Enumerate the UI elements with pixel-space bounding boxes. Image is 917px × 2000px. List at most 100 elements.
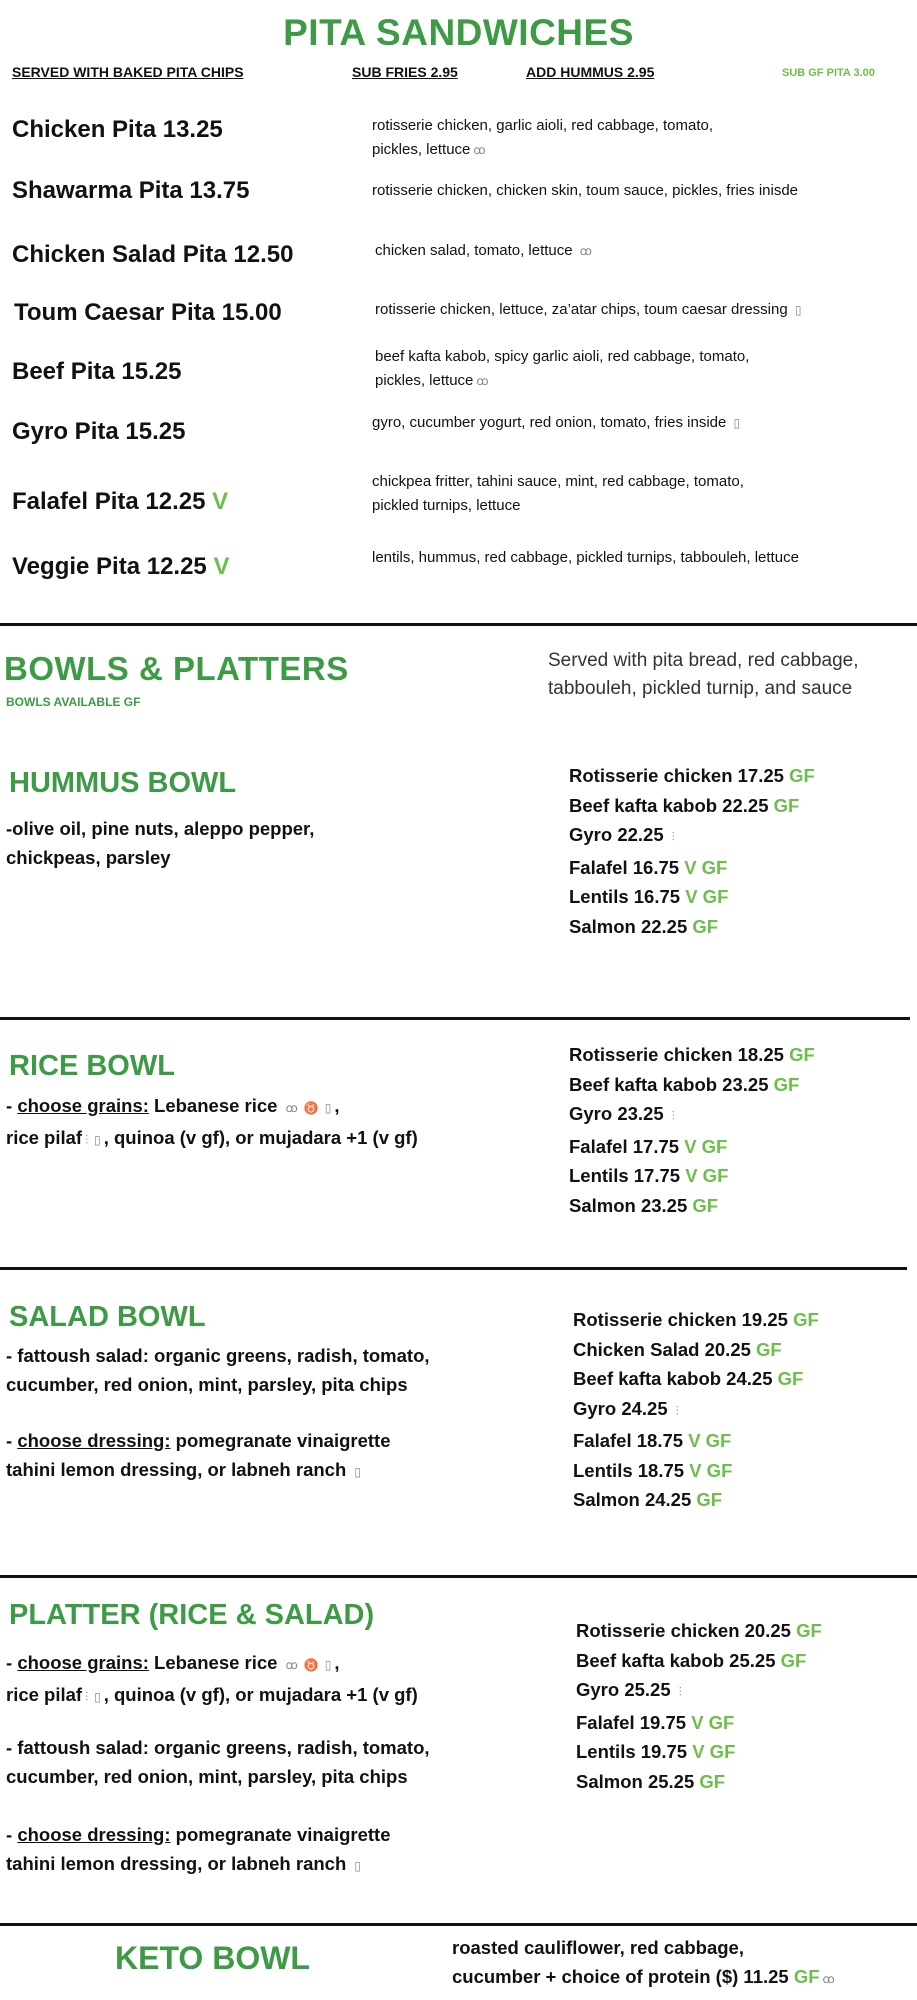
vegetarian-tag: V <box>206 553 230 580</box>
divider <box>0 1923 917 1926</box>
text: Rotisserie chicken 20.25 <box>576 1620 797 1641</box>
protein-option: Gyro 22.25 ⫶ <box>569 820 815 853</box>
diet-tag: V GF <box>685 886 729 907</box>
diet-tag: GF <box>789 1044 815 1065</box>
wheat-icon: ⫶ <box>85 1133 89 1147</box>
text-line: pickled turnips, lettuce <box>372 494 744 518</box>
protein-list: Rotisserie chicken 20.25 GF Beef kafta ka… <box>576 1616 822 1796</box>
text: tahini lemon dressing, or labneh ranch <box>6 1459 352 1480</box>
item-name-price: Beef Pita 15.25 <box>12 358 182 385</box>
pita-item-name: Toum Caesar Pita 15.00 <box>14 298 282 328</box>
section-description: -olive oil, pine nuts, aleppo pepper, chi… <box>6 814 314 872</box>
text: Gyro 24.25 <box>573 1397 673 1419</box>
text: cucumber, red onion, mint, parsley, pita… <box>6 1374 408 1395</box>
dairy-icon: ▯ <box>94 1690 101 1704</box>
protein-option: Salmon 25.25 GF <box>576 1767 822 1797</box>
protein-option: Beef kafta kabob 23.25 GF <box>569 1070 815 1100</box>
nut-icon: ꝏ <box>822 1972 835 1986</box>
text: Gyro 25.25 <box>576 1679 676 1700</box>
served-line: Served with pita bread, red cabbage, <box>548 650 859 671</box>
text: cucumber + choice of protein ($) 11.25 <box>452 1966 794 1987</box>
divider <box>0 1017 910 1020</box>
beef-icon: ♉ <box>303 1101 319 1115</box>
wheat-icon: ⫶ <box>675 1403 679 1418</box>
diet-tag: V GF <box>684 1135 728 1157</box>
text-line: - choose grains: Lebanese rice ꝏ ♉ ▯, <box>6 1091 418 1123</box>
protein-option: Chicken Salad 20.25 GF <box>573 1335 819 1365</box>
text: Salmon 24.25 <box>573 1489 697 1510</box>
add-hummus-note: ADD HUMMUS 2.95 <box>526 64 655 80</box>
text-line: cucumber, red onion, mint, parsley, pita… <box>6 1370 430 1399</box>
text: beef kafta kabob, spicy garlic aioli, re… <box>375 348 750 365</box>
pita-chips-note: SERVED WITH BAKED PITA CHIPS <box>12 64 244 80</box>
wheat-icon: ⫶ <box>85 1690 89 1704</box>
keto-description: roasted cauliflower, red cabbage, cucumbe… <box>452 1933 838 1994</box>
text-line: chicken salad, tomato, lettuce ꝏ <box>375 239 595 263</box>
text: tahini lemon dressing, or labneh ranch <box>6 1853 352 1874</box>
protein-option: Rotisserie chicken 17.25 GF <box>569 761 815 791</box>
diet-tag: GF <box>696 1489 723 1510</box>
section-description: - choose grains: Lebanese rice ꝏ ♉ ▯, rice… <box>6 1091 418 1155</box>
pita-item-name: Shawarma Pita 13.75 <box>12 176 249 206</box>
text-line: lentils, hummus, red cabbage, pickled tu… <box>372 546 799 570</box>
text-line: - choose dressing: pomegranate vinaigret… <box>6 1820 391 1849</box>
nut-icon: ꝏ <box>285 1658 298 1672</box>
text-line: rotisserie chicken, garlic aioli, red ca… <box>372 114 713 138</box>
text-line: chickpea fritter, tahini sauce, mint, re… <box>372 470 744 494</box>
section-title: RICE BOWL <box>9 1050 175 1082</box>
diet-tag: GF <box>692 915 719 937</box>
diet-tag: GF <box>756 1338 782 1360</box>
text: lentils, hummus, red cabbage, pickled tu… <box>372 549 799 566</box>
vegetarian-tag: V <box>205 488 229 515</box>
item-name-price: Chicken Pita 13.25 <box>12 116 223 143</box>
text: pickles, lettuce <box>372 141 471 158</box>
served-with-note: Served with pita bread, red cabbage, tab… <box>548 647 859 703</box>
text: Rotisserie chicken 17.25 <box>569 765 790 786</box>
sub-fries-note: SUB FRIES 2.95 <box>352 64 458 80</box>
text: organic greens, radish, tomato, <box>148 1737 430 1758</box>
wheat-icon: ⫶ <box>671 830 675 844</box>
protein-option: Lentils 19.75 V GF <box>576 1737 822 1767</box>
text-line: tahini lemon dressing, or labneh ranch ▯ <box>6 1455 391 1487</box>
wheat-icon: ⫶ <box>678 1685 682 1699</box>
text-line: -olive oil, pine nuts, aleppo pepper, <box>6 814 314 843</box>
text-line: cucumber, red onion, mint, parsley, pita… <box>6 1762 430 1791</box>
protein-option: Beef kafta kabob 25.25 GF <box>576 1646 822 1676</box>
text: roasted cauliflower, red cabbage, <box>452 1937 744 1958</box>
pita-item-description: chickpea fritter, tahini sauce, mint, re… <box>372 470 744 518</box>
section-description: - choose dressing: pomegranate vinaigret… <box>6 1426 391 1487</box>
text-line: gyro, cucumber yogurt, red onion, tomato… <box>372 411 743 435</box>
nut-icon: ꝏ <box>579 244 593 258</box>
text-line: tahini lemon dressing, or labneh ranch ▯ <box>6 1849 391 1881</box>
text: Gyro 22.25 <box>569 824 669 845</box>
text: - fattoush salad: <box>6 1737 149 1758</box>
text: chickpea fritter, tahini sauce, mint, re… <box>372 473 744 490</box>
bowls-available-gf: BOWLS AVAILABLE GF <box>6 695 141 709</box>
underlined-label: choose dressing: <box>17 1824 171 1845</box>
text: rotisserie chicken, garlic aioli, red ca… <box>372 117 714 134</box>
protein-list: Rotisserie chicken 19.25 GF Chicken Salad… <box>573 1305 819 1515</box>
protein-list: Rotisserie chicken 17.25 GF Beef kafta ka… <box>569 761 815 941</box>
protein-list: Rotisserie chicken 18.25 GF Beef kafta ka… <box>569 1040 815 1220</box>
pita-item-name: Veggie Pita 12.25 V <box>12 552 229 582</box>
diet-tag: GF <box>793 1966 820 1987</box>
protein-option: Salmon 22.25 GF <box>569 912 815 942</box>
text: Lentils 17.75 <box>569 1165 686 1186</box>
text-line: rice pilaf ⫶ ▯, quinoa (v gf), or mujadara… <box>6 1680 418 1712</box>
text: Rotisserie chicken 19.25 <box>573 1309 794 1330</box>
text: , quinoa (v gf), or mujadara +1 (v gf) <box>103 1684 418 1705</box>
protein-option: Gyro 24.25 ⫶ <box>573 1394 819 1427</box>
text-line: rice pilaf ⫶ ▯, quinoa (v gf), or mujadara… <box>6 1123 418 1155</box>
divider <box>0 1575 917 1578</box>
item-name-price: Veggie Pita 12.25 <box>12 553 207 580</box>
underlined-label: choose grains: <box>17 1652 149 1673</box>
text: Rotisserie chicken 18.25 <box>569 1044 790 1065</box>
text: Lentils 19.75 <box>576 1741 693 1762</box>
diet-tag: GF <box>777 1368 804 1389</box>
divider <box>0 1267 907 1270</box>
text: - <box>6 1095 18 1116</box>
pita-title: PITA SANDWICHES <box>283 12 634 53</box>
text: , <box>334 1095 340 1116</box>
section-description: - choose grains: Lebanese rice ꝏ ♉ ▯, rice… <box>6 1648 418 1712</box>
